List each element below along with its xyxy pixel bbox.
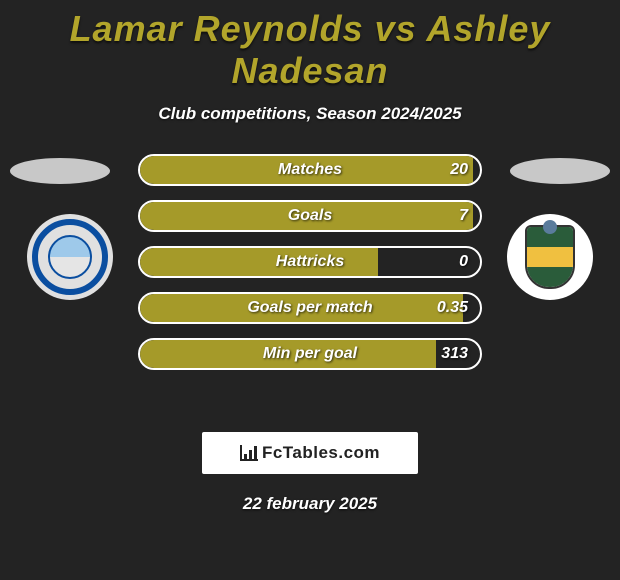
player-left-shadow xyxy=(10,158,110,184)
stat-label: Hattricks xyxy=(276,253,344,271)
stat-bars: Matches 20 Goals 7 Hattricks 0 Goals per… xyxy=(138,154,482,370)
stat-label: Goals per match xyxy=(247,299,372,317)
stat-value: 7 xyxy=(459,207,468,225)
stat-bar: Min per goal 313 xyxy=(138,338,482,370)
brand-box[interactable]: FcTables.com xyxy=(202,432,418,474)
stat-value: 20 xyxy=(450,161,468,179)
page-title: Lamar Reynolds vs Ashley Nadesan xyxy=(0,0,620,92)
chart-icon xyxy=(240,445,258,461)
stat-value: 0.35 xyxy=(437,299,468,317)
stat-label: Goals xyxy=(288,207,332,225)
brand-label: FcTables.com xyxy=(262,443,380,463)
stat-bar: Matches 20 xyxy=(138,154,482,186)
stat-label: Min per goal xyxy=(263,345,357,363)
stat-value: 0 xyxy=(459,253,468,271)
club-crest-left xyxy=(27,214,113,300)
club-crest-right xyxy=(507,214,593,300)
stat-label: Matches xyxy=(278,161,342,179)
stat-bar: Goals 7 xyxy=(138,200,482,232)
subtitle: Club competitions, Season 2024/2025 xyxy=(0,104,620,124)
player-right-shadow xyxy=(510,158,610,184)
stat-value: 313 xyxy=(441,345,468,363)
stat-bar: Goals per match 0.35 xyxy=(138,292,482,324)
comparison-panel: Matches 20 Goals 7 Hattricks 0 Goals per… xyxy=(0,154,620,414)
date-label: 22 february 2025 xyxy=(0,494,620,514)
stat-bar: Hattricks 0 xyxy=(138,246,482,278)
